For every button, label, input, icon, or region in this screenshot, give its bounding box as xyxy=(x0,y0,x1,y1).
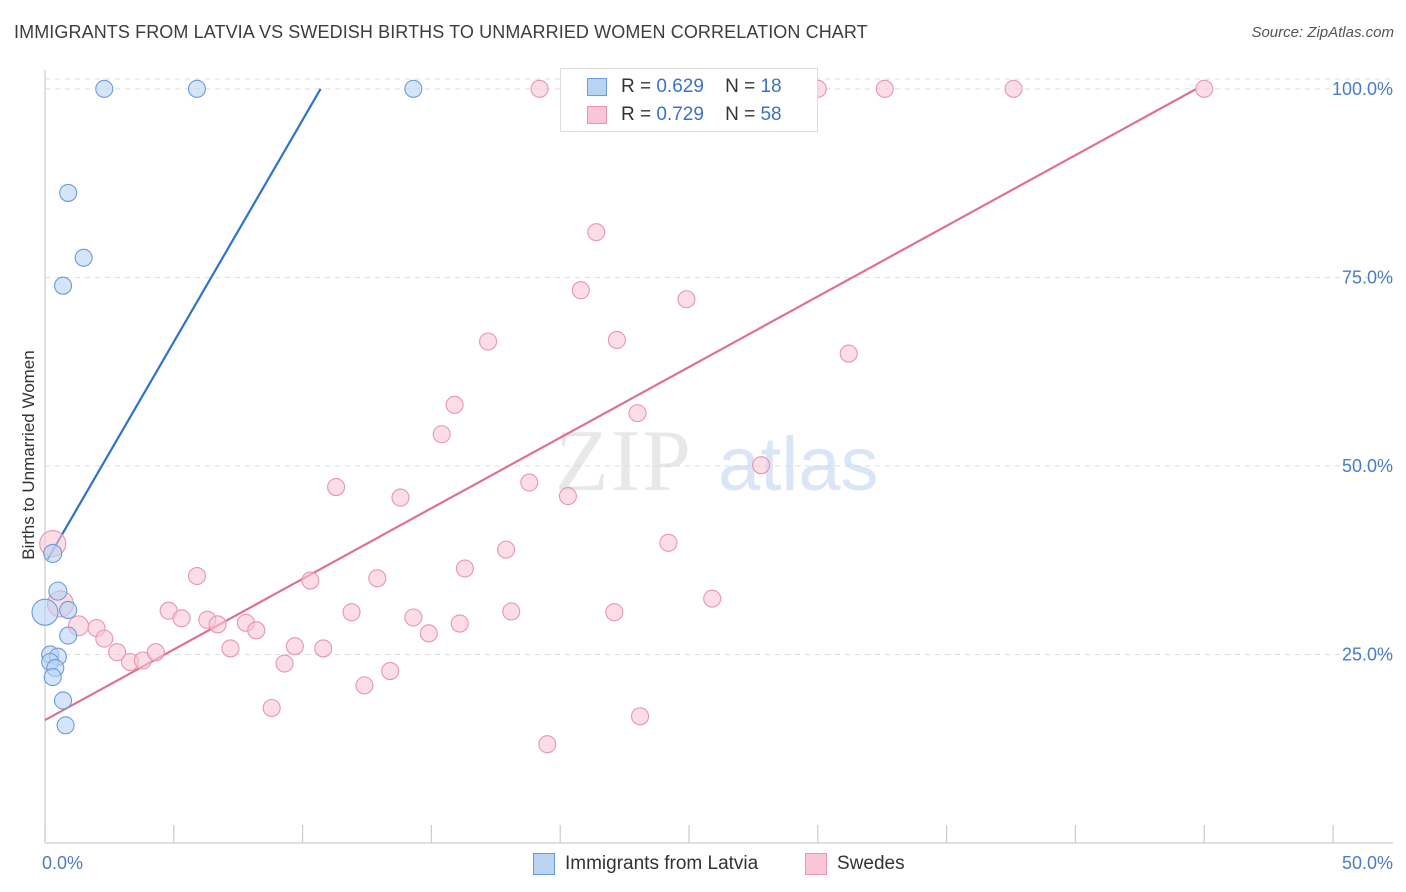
point-swedes-40 xyxy=(558,487,577,506)
point-swedes-5 xyxy=(108,643,127,662)
point-swedes-35 xyxy=(497,540,516,559)
point-swedes-13 xyxy=(208,615,227,634)
point-swedes-37 xyxy=(520,473,539,492)
point-swedes-27 xyxy=(391,488,410,507)
point-swedes-22 xyxy=(327,477,346,497)
legend-r-value: 0.629 xyxy=(656,76,704,97)
point-swedes-38 xyxy=(530,79,549,98)
point-swedes-34 xyxy=(479,332,498,351)
point-latvia-9 xyxy=(43,668,62,687)
trend-line-latvia xyxy=(46,88,322,560)
point-latvia-10 xyxy=(53,691,73,710)
legend-n-label: N = xyxy=(725,104,756,125)
point-latvia-0 xyxy=(31,598,59,626)
stats-legend: R = 0.629 N = 18 R = 0.729 N = 58 xyxy=(560,68,818,132)
point-swedes-23 xyxy=(342,603,361,622)
legend-r-label: R = xyxy=(621,104,652,125)
point-swedes-48 xyxy=(677,290,696,309)
point-latvia-17 xyxy=(404,79,423,98)
point-swedes-4 xyxy=(95,629,114,648)
point-latvia-1 xyxy=(43,543,63,563)
point-swedes-24 xyxy=(355,676,374,695)
tick-labels: 25.0% 50.0% 75.0% 100.0% 0.0% 50.0% xyxy=(42,79,1393,873)
axes xyxy=(44,70,1393,844)
point-latvia-4 xyxy=(59,626,78,645)
legend-n-label: N = xyxy=(725,76,756,97)
legend-swatch-latvia xyxy=(587,78,607,96)
watermark-atlas: atlas xyxy=(718,422,879,507)
watermark: ZIP atlas xyxy=(555,413,879,510)
point-swedes-30 xyxy=(432,425,451,444)
legend-r-value: 0.729 xyxy=(656,104,704,125)
point-swedes-33 xyxy=(455,559,474,578)
point-swedes-21 xyxy=(314,639,333,658)
point-swedes-39 xyxy=(538,735,557,754)
legend-r-label: R = xyxy=(621,76,652,97)
x-tick-label-1: 50.0% xyxy=(1342,853,1393,873)
point-latvia-3 xyxy=(59,600,78,620)
point-swedes-18 xyxy=(275,654,294,673)
point-swedes-16 xyxy=(247,621,266,640)
y-axis-label: Births to Unmarried Women xyxy=(19,350,38,559)
point-swedes-43 xyxy=(605,603,624,622)
data-points xyxy=(31,72,1214,754)
point-swedes-42 xyxy=(587,223,606,242)
grid-lines xyxy=(45,78,1393,655)
point-latvia-13 xyxy=(74,248,93,267)
bottom-legend-label-swedes: Swedes xyxy=(837,853,905,874)
y-tick-label-3: 100.0% xyxy=(1332,79,1393,99)
x-tick-label-0: 0.0% xyxy=(42,853,83,873)
legend-n-value: 18 xyxy=(760,76,782,97)
legend-swatch-swedes xyxy=(587,106,607,124)
point-swedes-46 xyxy=(631,707,650,726)
point-swedes-10 xyxy=(172,609,191,628)
point-swedes-26 xyxy=(381,662,400,681)
bottom-legend-swatch-latvia xyxy=(533,853,555,875)
legend-n-value: 58 xyxy=(760,104,782,125)
point-swedes-56 xyxy=(1004,79,1023,98)
point-swedes-49 xyxy=(703,589,722,608)
point-swedes-31 xyxy=(445,395,464,414)
point-swedes-53 xyxy=(839,344,858,363)
trend-lines xyxy=(44,87,1198,722)
point-swedes-14 xyxy=(221,639,240,658)
point-swedes-19 xyxy=(285,637,304,656)
point-swedes-29 xyxy=(419,624,438,643)
point-swedes-7 xyxy=(133,651,152,670)
bottom-legend-label-latvia: Immigrants from Latvia xyxy=(565,853,759,874)
point-latvia-14 xyxy=(53,276,73,295)
point-swedes-8 xyxy=(146,643,165,662)
point-swedes-36 xyxy=(502,602,521,621)
chart-title: IMMIGRANTS FROM LATVIA VS SWEDISH BIRTHS… xyxy=(14,22,868,42)
point-swedes-41 xyxy=(571,281,590,300)
point-swedes-50 xyxy=(752,456,771,475)
point-latvia-12 xyxy=(59,183,78,202)
source-label: Source: ZipAtlas.com xyxy=(1251,24,1394,41)
point-swedes-11 xyxy=(187,566,207,586)
point-latvia-15 xyxy=(95,79,114,98)
point-latvia-2 xyxy=(48,581,68,601)
point-swedes-45 xyxy=(628,404,647,423)
bottom-legend-swatch-swedes xyxy=(805,853,827,875)
point-swedes-17 xyxy=(262,698,281,718)
point-swedes-47 xyxy=(659,533,678,552)
point-swedes-44 xyxy=(607,330,626,350)
point-swedes-20 xyxy=(301,571,320,590)
point-latvia-16 xyxy=(187,79,207,98)
trend-line-swedes xyxy=(44,87,1198,722)
point-swedes-25 xyxy=(368,569,387,588)
point-swedes-57 xyxy=(1195,79,1214,98)
point-swedes-28 xyxy=(404,608,423,627)
point-swedes-32 xyxy=(450,614,469,633)
y-tick-label-1: 50.0% xyxy=(1342,456,1393,476)
point-swedes-55 xyxy=(875,79,894,98)
point-latvia-11 xyxy=(56,716,75,735)
y-tick-label-2: 75.0% xyxy=(1342,267,1393,287)
y-tick-label-0: 25.0% xyxy=(1342,644,1393,664)
